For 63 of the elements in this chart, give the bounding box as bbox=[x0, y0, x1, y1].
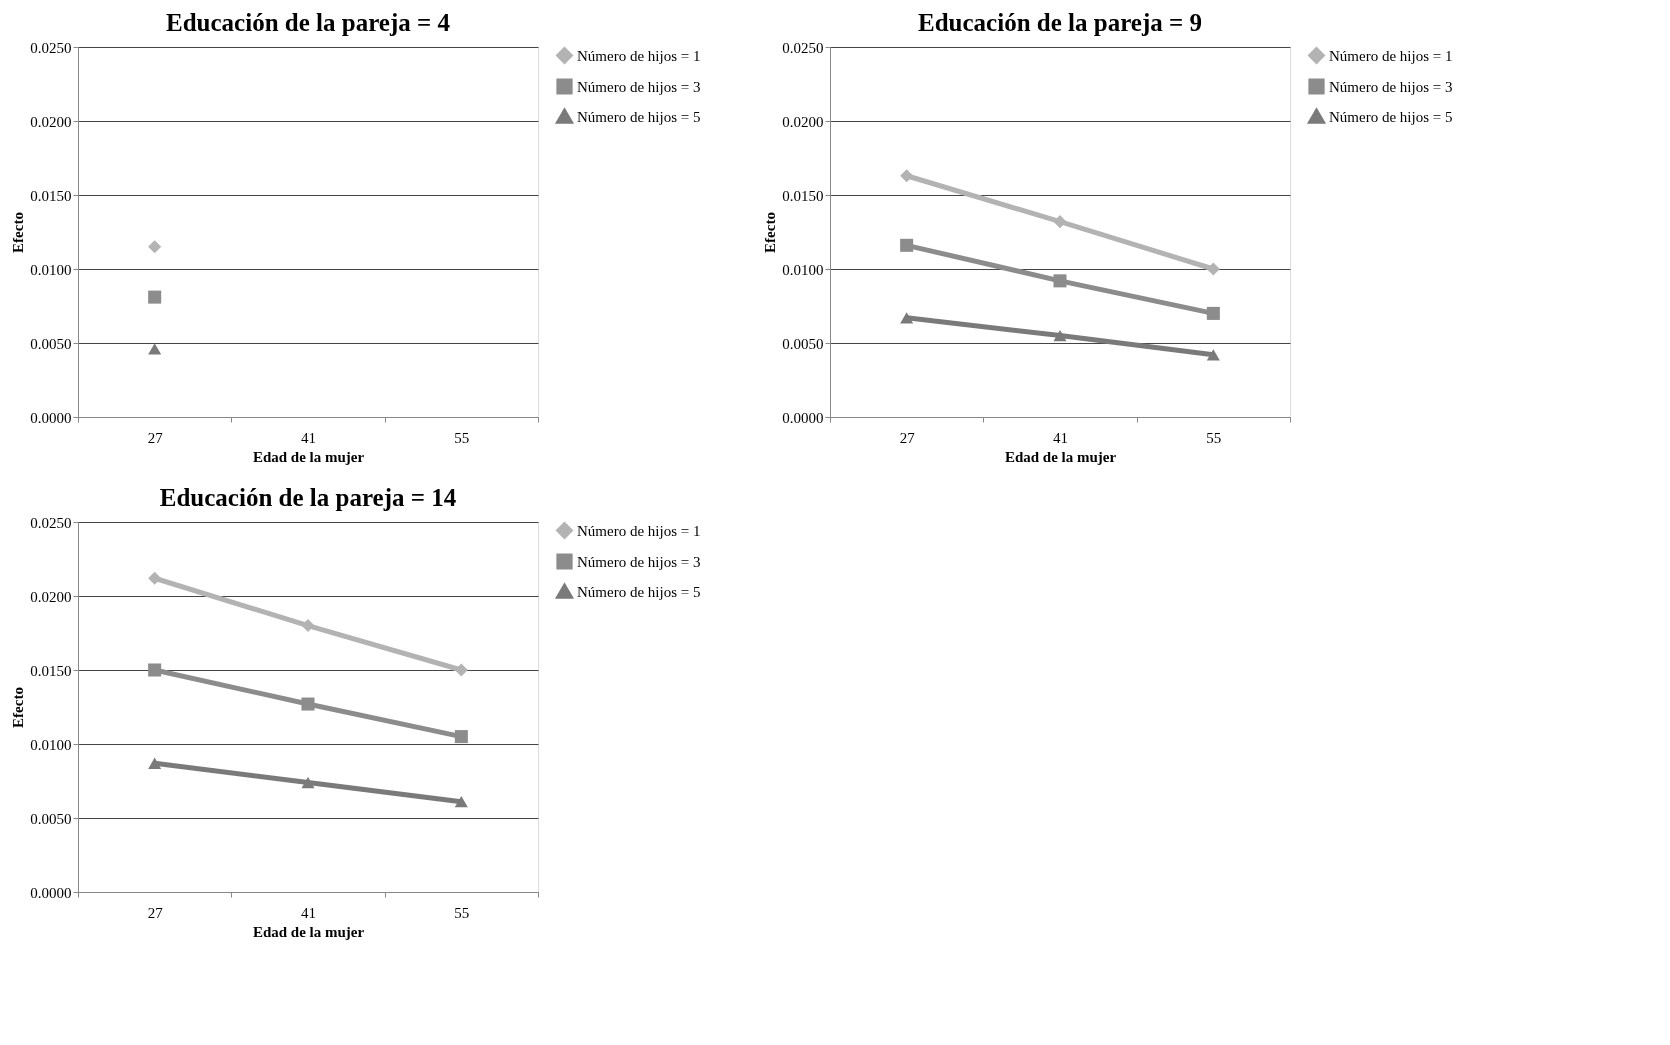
chart-title: Educación de la pareja = 4 bbox=[166, 9, 451, 36]
y-tick-label: 0.0200 bbox=[30, 113, 72, 130]
point bbox=[1206, 349, 1220, 361]
point bbox=[148, 663, 162, 677]
x-axis-title: Edad de la mujer bbox=[252, 448, 365, 465]
y-axis-title: Efecto bbox=[10, 687, 27, 728]
point bbox=[301, 697, 315, 711]
legend-label: Número de hijos = 3 bbox=[577, 78, 701, 95]
y-tick-label: 0.0250 bbox=[30, 514, 72, 531]
y-tick-label: 0.0150 bbox=[30, 662, 72, 679]
x-tick-label: 41 bbox=[301, 904, 316, 921]
y-tick-label: 0.0100 bbox=[30, 736, 72, 753]
y-tick-label: 0.0250 bbox=[782, 39, 824, 56]
y-tick-label: 0.0000 bbox=[30, 409, 72, 426]
y-tick-label: 0.0150 bbox=[782, 187, 824, 204]
point bbox=[1053, 215, 1067, 229]
point bbox=[454, 730, 468, 744]
legend-label: Número de hijos = 5 bbox=[1329, 108, 1453, 125]
point bbox=[900, 312, 914, 324]
legend-label: Número de hijos = 1 bbox=[577, 522, 701, 539]
x-tick-label: 27 bbox=[899, 429, 916, 446]
legend-label: Número de hijos = 5 bbox=[577, 583, 701, 600]
point bbox=[301, 776, 315, 789]
point bbox=[1053, 329, 1067, 342]
x-tick-label: 27 bbox=[147, 429, 164, 446]
y-tick-label: 0.0050 bbox=[30, 810, 72, 827]
point bbox=[301, 619, 315, 633]
y-tick-label: 0.0000 bbox=[30, 884, 72, 901]
legend-label: Número de hijos = 3 bbox=[577, 553, 701, 570]
point bbox=[900, 238, 914, 252]
y-tick-label: 0.0200 bbox=[30, 588, 72, 605]
legend-label: Número de hijos = 3 bbox=[1329, 78, 1453, 95]
y-tick-label: 0.0200 bbox=[782, 113, 824, 130]
x-tick-label: 55 bbox=[1206, 429, 1222, 446]
x-tick-label: 41 bbox=[301, 429, 316, 446]
x-tick-label: 41 bbox=[1053, 429, 1068, 446]
point bbox=[148, 757, 162, 769]
y-axis-title: Efecto bbox=[762, 212, 779, 253]
point bbox=[454, 663, 468, 677]
point bbox=[900, 169, 914, 183]
y-tick-label: 0.0150 bbox=[30, 187, 72, 204]
point bbox=[454, 796, 468, 808]
legend-label: Número de hijos = 5 bbox=[577, 108, 701, 125]
y-tick-label: 0.0100 bbox=[782, 261, 824, 278]
y-tick-label: 0.0250 bbox=[30, 39, 72, 56]
x-axis-title: Edad de la mujer bbox=[1004, 448, 1117, 465]
point bbox=[1206, 262, 1220, 276]
chart-title: Educación de la pareja = 14 bbox=[159, 484, 457, 511]
legend-label: Número de hijos = 1 bbox=[577, 47, 701, 64]
y-tick-label: 0.0100 bbox=[30, 261, 72, 278]
y-tick-label: 0.0050 bbox=[30, 335, 72, 352]
x-tick-label: 55 bbox=[454, 429, 470, 446]
x-tick-label: 55 bbox=[454, 904, 470, 921]
point bbox=[148, 571, 162, 585]
x-axis-title: Edad de la mujer bbox=[252, 923, 365, 940]
point bbox=[1053, 274, 1067, 288]
chart-title: Educación de la pareja = 9 bbox=[918, 9, 1202, 36]
y-tick-label: 0.0000 bbox=[782, 409, 824, 426]
point bbox=[1206, 306, 1220, 320]
x-tick-label: 27 bbox=[147, 904, 164, 921]
y-axis-title: Efecto bbox=[10, 212, 27, 253]
y-tick-label: 0.0050 bbox=[782, 335, 824, 352]
legend-label: Número de hijos = 1 bbox=[1329, 47, 1453, 64]
